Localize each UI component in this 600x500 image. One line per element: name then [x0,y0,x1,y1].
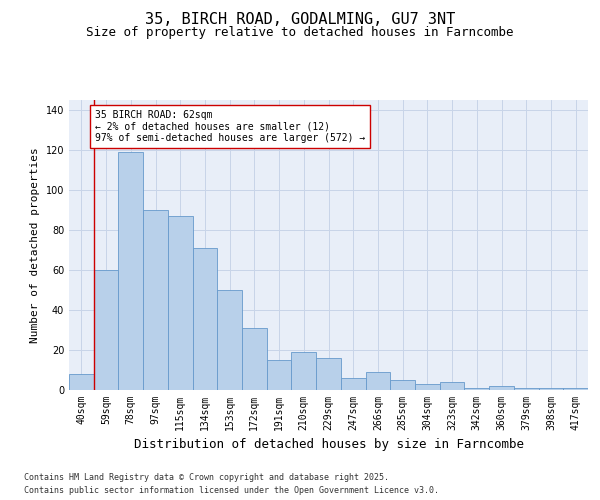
Text: Size of property relative to detached houses in Farncombe: Size of property relative to detached ho… [86,26,514,39]
Bar [267,360,292,390]
Bar [415,384,440,390]
Bar [514,388,539,390]
Bar [489,386,514,390]
Bar [390,380,415,390]
X-axis label: Distribution of detached houses by size in Farncombe: Distribution of detached houses by size … [133,438,523,452]
Y-axis label: Number of detached properties: Number of detached properties [30,147,40,343]
Bar [118,152,143,390]
Bar [69,374,94,390]
Text: Contains public sector information licensed under the Open Government Licence v3: Contains public sector information licen… [24,486,439,495]
Bar [341,378,365,390]
Bar [316,358,341,390]
Bar [193,248,217,390]
Bar [217,290,242,390]
Bar [365,372,390,390]
Bar [539,388,563,390]
Text: 35 BIRCH ROAD: 62sqm
← 2% of detached houses are smaller (12)
97% of semi-detach: 35 BIRCH ROAD: 62sqm ← 2% of detached ho… [95,110,365,143]
Bar [464,388,489,390]
Bar [292,352,316,390]
Bar [168,216,193,390]
Bar [143,210,168,390]
Text: Contains HM Land Registry data © Crown copyright and database right 2025.: Contains HM Land Registry data © Crown c… [24,474,389,482]
Bar [440,382,464,390]
Text: 35, BIRCH ROAD, GODALMING, GU7 3NT: 35, BIRCH ROAD, GODALMING, GU7 3NT [145,12,455,28]
Bar [563,388,588,390]
Bar [94,270,118,390]
Bar [242,328,267,390]
